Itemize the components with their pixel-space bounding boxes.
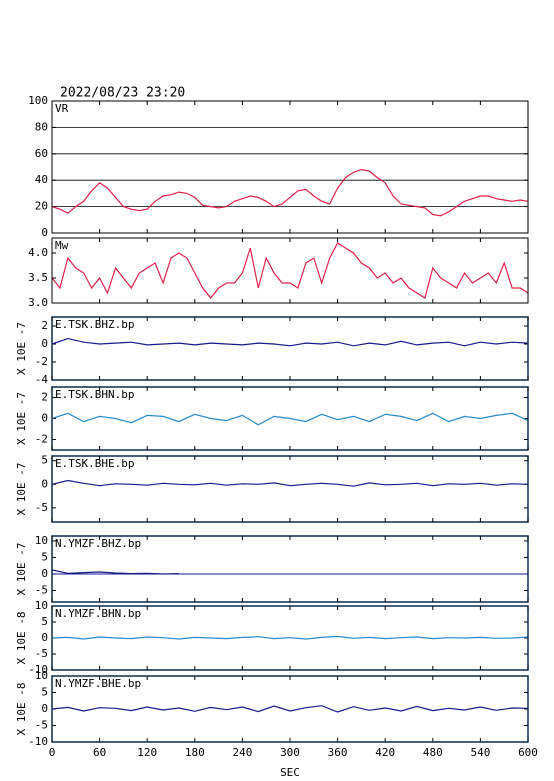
y-tick-label: 0 [41, 567, 48, 580]
y-tick-label: 10 [35, 534, 48, 547]
data-line [51, 242, 529, 299]
x-tick-label: 540 [470, 746, 490, 759]
data-line [51, 412, 529, 426]
x-tick-label: 300 [280, 746, 300, 759]
y-tick-label: -10 [28, 663, 48, 676]
y-tick-label: 5 [41, 615, 48, 628]
data-line [51, 705, 529, 713]
y-tick-label: 10 [35, 669, 48, 682]
y-tick-label: 5 [41, 686, 48, 699]
x-tick-label: 180 [185, 746, 205, 759]
x-tick-label: 360 [328, 746, 348, 759]
data-line [51, 569, 179, 575]
y-tick-label: 0 [41, 226, 48, 239]
y-axis-label: X 10E -7 [15, 392, 28, 445]
y-tick-label: 0 [41, 337, 48, 350]
chart-title: 2022/08/23 23:20 [60, 86, 185, 101]
panel-label: E.TSK.BHZ.bp [55, 318, 134, 331]
y-tick-label: 3.5 [28, 271, 48, 284]
y-tick-label: 5 [41, 550, 48, 563]
y-tick-label: 60 [35, 147, 48, 160]
y-tick-label: -5 [35, 583, 48, 596]
x-tick-label: 120 [137, 746, 157, 759]
y-axis-label: X 10E -8 [15, 612, 28, 665]
y-axis-label: X 10E -7 [15, 543, 28, 596]
y-tick-label: 0 [41, 412, 48, 425]
x-tick-label: 420 [375, 746, 395, 759]
x-tick-label: 240 [232, 746, 252, 759]
y-tick-label: -5 [35, 719, 48, 732]
y-tick-label: 80 [35, 120, 48, 133]
panel-label: E.TSK.BHE.bp [55, 457, 134, 470]
x-tick-label: 480 [423, 746, 443, 759]
x-tick-label: 60 [93, 746, 106, 759]
data-line [51, 337, 529, 347]
y-tick-label: -4 [35, 373, 49, 386]
y-tick-label: -10 [28, 735, 48, 748]
y-tick-label: 40 [35, 173, 48, 186]
y-axis-label: X 10E -8 [15, 683, 28, 736]
x-axis-label: SEC [280, 766, 300, 779]
y-tick-label: 2 [41, 391, 48, 404]
y-axis-label: X 10E -7 [15, 322, 28, 375]
data-line [51, 479, 529, 487]
y-tick-label: 10 [35, 599, 48, 612]
x-tick-label: 0 [49, 746, 56, 759]
y-tick-label: -5 [35, 647, 48, 660]
y-tick-label: 5 [41, 454, 48, 467]
panel-label: N.YMZF.BHN.bp [55, 607, 141, 620]
y-tick-label: 0 [41, 631, 48, 644]
panel-label: N.YMZF.BHZ.bp [55, 537, 141, 550]
y-tick-label: 0 [41, 702, 48, 715]
x-tick-label: 600 [518, 746, 538, 759]
data-line [51, 168, 529, 217]
y-tick-label: 2 [41, 319, 48, 332]
y-tick-label: 3.0 [28, 296, 48, 309]
y-tick-label: -2 [35, 433, 48, 446]
panel-label: Mw [55, 239, 69, 252]
panel-frame [51, 675, 529, 743]
panel-label: N.YMZF.BHE.bp [55, 677, 141, 690]
y-tick-label: 0 [41, 477, 48, 490]
panel-label: E.TSK.BHN.bp [55, 388, 134, 401]
y-tick-label: 4.0 [28, 246, 48, 259]
panel-label: VR [55, 102, 69, 115]
y-tick-label: -2 [35, 355, 48, 368]
y-tick-label: 20 [35, 200, 48, 213]
y-tick-label: 100 [28, 94, 48, 107]
y-axis-label: X 10E -7 [15, 463, 28, 516]
y-tick-label: -5 [35, 501, 48, 514]
panel-frame [51, 100, 529, 234]
panel-frame [51, 237, 529, 304]
data-line [51, 635, 529, 640]
